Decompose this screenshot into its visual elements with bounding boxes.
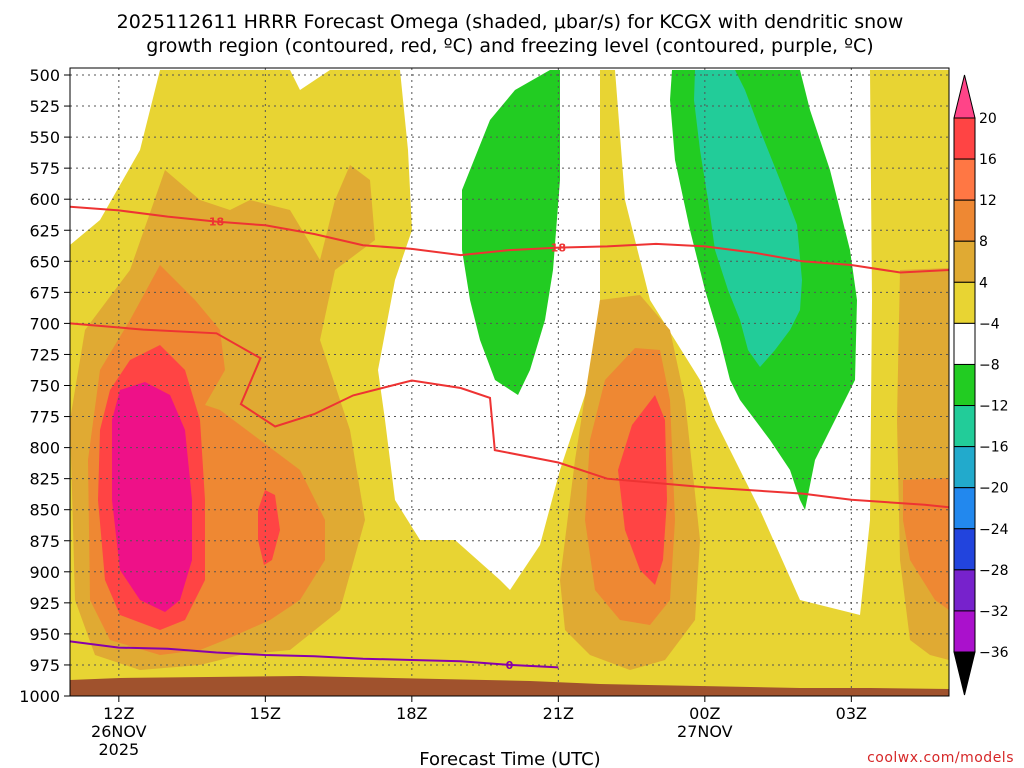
x-axis-label: Forecast Time (UTC) (419, 749, 600, 768)
plot-frame (69, 67, 950, 697)
credit-text: coolwx.com/models (867, 750, 1014, 766)
y-tick-label: 1000 (19, 687, 60, 706)
colorbar-box (953, 405, 976, 448)
colorbar-box (953, 322, 976, 365)
y-tick-label: 725 (29, 345, 60, 364)
contour-label: 18 (209, 216, 224, 229)
colorbar-box (953, 158, 976, 201)
contour-line-1 (70, 205, 949, 274)
x-tick-label: 12Z (103, 704, 134, 723)
y-tick-label: 525 (29, 97, 60, 116)
colorbar-box (953, 117, 976, 160)
y-tick-label: 900 (29, 563, 60, 582)
y-tick-label: 800 (29, 439, 60, 458)
y-tick-label: 625 (29, 221, 60, 240)
colorbar-label: 12 (979, 193, 997, 209)
colorbar-box (953, 569, 976, 612)
x-tick-label: 18Z (396, 704, 427, 723)
omega-shade-16-to-20-mid (258, 490, 280, 565)
y-tick-label: 775 (29, 408, 60, 427)
x-tick-label: 00Z (689, 704, 720, 723)
colorbar-label: −28 (979, 563, 1009, 579)
colorbar-label: −4 (979, 316, 1000, 332)
y-tick-label: 950 (29, 625, 60, 644)
colorbar-label: 8 (979, 234, 988, 250)
colorbar-label: −12 (979, 399, 1009, 415)
colorbar-box (953, 487, 976, 530)
terrain-fill (70, 676, 949, 696)
x-tick-sublabel: 26NOV (91, 722, 147, 741)
colorbar-box (953, 610, 976, 653)
omega-shade-neg4-to-neg8-left (462, 70, 560, 395)
omega-shade-12-to-16-right (903, 478, 949, 610)
y-tick-label: 700 (29, 314, 60, 333)
contour-label: 18 (551, 242, 566, 255)
y-tick-label: 925 (29, 594, 60, 613)
chart-title-line-1: 2025112611 HRRR Forecast Omega (shaded, … (117, 11, 904, 33)
y-tick-label: 750 (29, 377, 60, 396)
y-tick-label: 575 (29, 159, 60, 178)
gridlines (70, 68, 949, 696)
contour-line-0 (70, 322, 949, 509)
chart-title-line-2: growth region (contoured, red, ºC) and f… (146, 35, 873, 57)
x-tick-sublabel: 2025 (98, 740, 139, 759)
colorbar-box (953, 281, 976, 324)
colorbar-box (953, 240, 976, 283)
y-tick-label: 850 (29, 501, 60, 520)
y-axis: 500 525 550 575 600 625 650 675 700 725 750 775 800 8… (19, 66, 70, 706)
colorbar-box (953, 363, 976, 407)
x-tick-label: 15Z (250, 704, 281, 723)
y-tick-label: 975 (29, 656, 60, 675)
x-tick-label: 21Z (543, 704, 574, 723)
colorbar-label: −36 (979, 645, 1009, 661)
contour-label: 0 (506, 659, 514, 672)
contours: 18 18 0 (70, 205, 949, 672)
plot-area: 18 18 0 (69, 67, 950, 697)
colorbar-label: 20 (979, 111, 997, 127)
colorbar-bottom-arrow (953, 651, 976, 696)
colorbar-box (953, 528, 976, 571)
y-tick-label: 675 (29, 283, 60, 302)
colorbar-label: −24 (979, 522, 1009, 538)
colorbar-box (953, 446, 976, 489)
y-tick-label: 550 (29, 128, 60, 147)
y-tick-label: 500 (29, 66, 60, 85)
y-tick-label: 875 (29, 532, 60, 551)
y-tick-label: 650 (29, 252, 60, 271)
x-tick-label: 03Z (836, 704, 867, 723)
colorbar-label: 16 (979, 152, 997, 168)
omega-shade-neg8-to-neg12 (694, 70, 802, 367)
colorbar: 20 16 12 8 4 −4 −8 −12 −16 −20 −24 −28 −32 −36 (953, 74, 1009, 696)
y-tick-label: 825 (29, 470, 60, 489)
colorbar-label: −32 (979, 604, 1009, 620)
colorbar-label: −8 (979, 357, 1000, 373)
contour-line-2 (70, 640, 559, 669)
omega-shade-over-20 (112, 382, 192, 612)
colorbar-label: −20 (979, 481, 1009, 497)
omega-shade-16-to-20-center (618, 395, 667, 585)
colorbar-label: −16 (979, 440, 1009, 456)
y-tick-label: 600 (29, 190, 60, 209)
colorbar-label: 4 (979, 275, 988, 291)
x-tick-sublabel: 27NOV (677, 722, 733, 741)
colorbar-box (953, 199, 976, 242)
